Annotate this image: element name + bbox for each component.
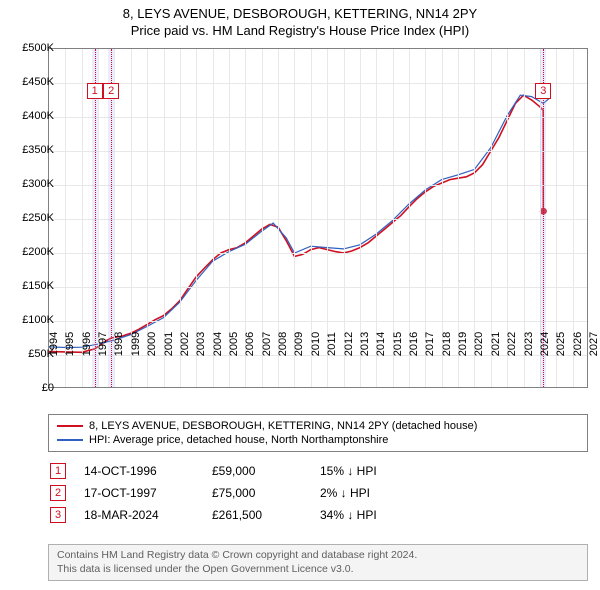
y-axis-label: £250K — [22, 212, 54, 224]
event-row: 2 17-OCT-1997 £75,000 2% ↓ HPI — [48, 482, 588, 504]
x-axis-label: 2011 — [326, 332, 338, 356]
x-axis-label: 1999 — [130, 332, 142, 356]
x-axis-label: 1994 — [48, 332, 60, 356]
attribution-footer: Contains HM Land Registry data © Crown c… — [48, 544, 588, 581]
x-axis-label: 2027 — [588, 332, 600, 356]
y-axis-label: £500K — [22, 42, 54, 54]
x-axis-label: 2021 — [490, 332, 502, 356]
x-axis-label: 2003 — [195, 332, 207, 356]
x-axis-label: 2000 — [146, 332, 158, 356]
x-axis-label: 2015 — [392, 332, 404, 356]
event-marker-number: 1 — [87, 83, 103, 99]
event-price: £75,000 — [212, 486, 302, 500]
event-date: 17-OCT-1997 — [84, 486, 194, 500]
event-number-box: 1 — [50, 463, 66, 479]
event-pct-vs-hpi: 15% ↓ HPI — [320, 464, 430, 478]
x-axis-label: 2019 — [457, 332, 469, 356]
x-axis-label: 2010 — [310, 332, 322, 356]
x-axis-label: 2024 — [539, 332, 551, 356]
y-axis-label: £350K — [22, 144, 54, 156]
x-axis-label: 2017 — [424, 332, 436, 356]
event-price: £59,000 — [212, 464, 302, 478]
y-axis-label: £150K — [22, 280, 54, 292]
event-row: 1 14-OCT-1996 £59,000 15% ↓ HPI — [48, 460, 588, 482]
x-axis-label: 2005 — [228, 332, 240, 356]
x-axis-label: 2013 — [359, 332, 371, 356]
x-axis-label: 2012 — [343, 332, 355, 356]
event-number-box: 3 — [50, 507, 66, 523]
y-axis-label: £200K — [22, 246, 54, 258]
x-axis-label: 2009 — [293, 332, 305, 356]
legend-label: HPI: Average price, detached house, Nort… — [89, 434, 388, 446]
x-axis-label: 2026 — [572, 332, 584, 356]
event-date: 14-OCT-1996 — [84, 464, 194, 478]
x-axis-label: 1996 — [81, 332, 93, 356]
x-axis-label: 1998 — [113, 332, 125, 356]
x-axis-label: 2004 — [212, 332, 224, 356]
event-pct-vs-hpi: 2% ↓ HPI — [320, 486, 430, 500]
x-axis-label: 1995 — [64, 332, 76, 356]
legend-swatch — [57, 425, 83, 427]
series-line-property — [49, 95, 543, 352]
event-number-box: 2 — [50, 485, 66, 501]
x-axis-label: 2022 — [506, 332, 518, 356]
y-axis-label: £450K — [22, 76, 54, 88]
x-axis-label: 2001 — [163, 332, 175, 356]
event-price: £261,500 — [212, 508, 302, 522]
y-axis-label: £100K — [22, 314, 54, 326]
event-date: 18-MAR-2024 — [84, 508, 194, 522]
event-marker-line — [95, 49, 96, 387]
x-axis-label: 2014 — [375, 332, 387, 356]
event-row: 3 18-MAR-2024 £261,500 34% ↓ HPI — [48, 504, 588, 526]
x-axis-label: 1997 — [97, 332, 109, 356]
chart-title: 8, LEYS AVENUE, DESBOROUGH, KETTERING, N… — [0, 0, 600, 21]
legend: 8, LEYS AVENUE, DESBOROUGH, KETTERING, N… — [48, 414, 588, 452]
event-pct-vs-hpi: 34% ↓ HPI — [320, 508, 430, 522]
x-axis-label: 2023 — [523, 332, 535, 356]
y-axis-label: £400K — [22, 110, 54, 122]
x-axis-label: 2007 — [261, 332, 273, 356]
event-list: 1 14-OCT-1996 £59,000 15% ↓ HPI 2 17-OCT-1997… — [48, 460, 588, 526]
event-marker-number: 2 — [103, 83, 119, 99]
legend-swatch — [57, 439, 83, 441]
x-axis-label: 2006 — [244, 332, 256, 356]
x-axis-label: 2002 — [179, 332, 191, 356]
legend-row: 8, LEYS AVENUE, DESBOROUGH, KETTERING, N… — [57, 419, 579, 433]
footer-line-1: Contains HM Land Registry data © Crown c… — [57, 549, 579, 563]
x-axis-label: 2025 — [555, 332, 567, 356]
legend-row: HPI: Average price, detached house, Nort… — [57, 433, 579, 447]
x-axis-label: 2018 — [441, 332, 453, 356]
event-marker-number: 3 — [535, 83, 551, 99]
x-axis-label: 2008 — [277, 332, 289, 356]
x-axis-label: 2016 — [408, 332, 420, 356]
chart-container: 8, LEYS AVENUE, DESBOROUGH, KETTERING, N… — [0, 0, 600, 590]
footer-line-2: This data is licensed under the Open Gov… — [57, 563, 579, 577]
x-axis-label: 2020 — [473, 332, 485, 356]
y-axis-label: £0 — [42, 382, 54, 394]
y-axis-label: £300K — [22, 178, 54, 190]
legend-label: 8, LEYS AVENUE, DESBOROUGH, KETTERING, N… — [89, 420, 477, 432]
chart-subtitle: Price paid vs. HM Land Registry's House … — [0, 21, 600, 42]
